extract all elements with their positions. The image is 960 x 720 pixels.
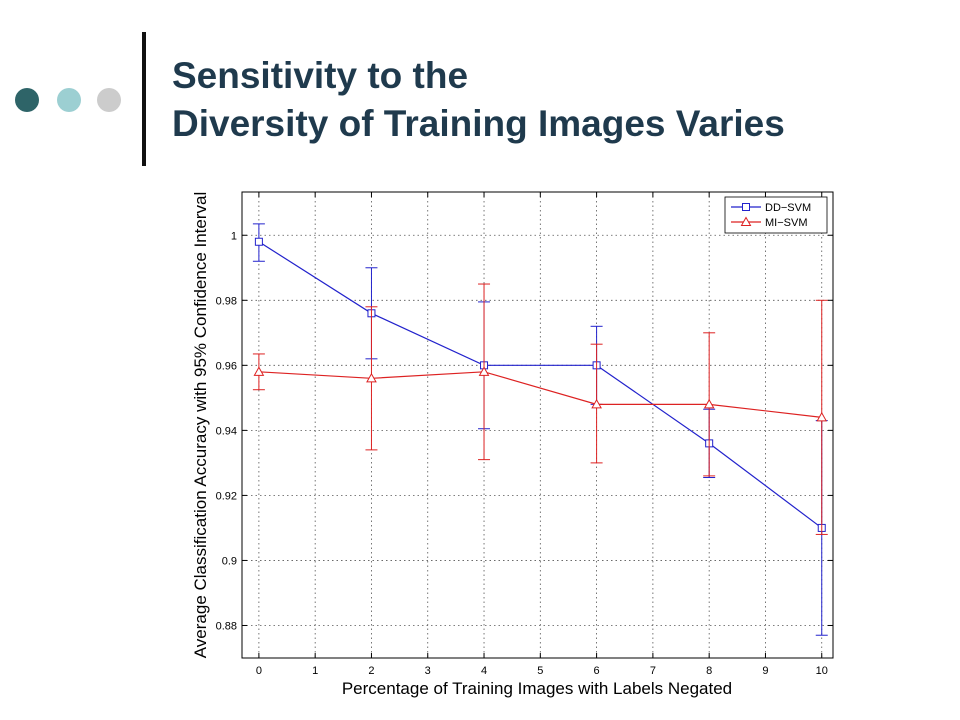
legend-marker-dd-svm bbox=[742, 203, 750, 211]
legend-label-dd-svm: DD−SVM bbox=[765, 202, 811, 214]
legend: DD−SVM MI−SVM bbox=[724, 196, 828, 234]
y-tick-label: 1 bbox=[231, 230, 237, 242]
x-tick-labels: 0 1 2 3 4 5 6 7 8 9 10 bbox=[256, 665, 828, 677]
legend-entry-mi-svm: MI−SVM bbox=[731, 216, 807, 229]
x-tick-label: 1 bbox=[312, 665, 318, 677]
y-tick-label: 0.96 bbox=[216, 360, 237, 372]
x-tick-label: 10 bbox=[816, 665, 828, 677]
plot-frame bbox=[241, 191, 834, 659]
y-tick-label: 0.98 bbox=[216, 295, 237, 307]
data-point-mi-svm bbox=[816, 411, 828, 422]
slide-title-line-1: Sensitivity to the bbox=[172, 55, 469, 96]
legend-label-mi-svm: MI−SVM bbox=[765, 217, 807, 229]
series-layer bbox=[252, 223, 828, 636]
y-tick-labels: 0.88 0.9 0.92 0.94 0.96 0.98 1 bbox=[216, 230, 237, 632]
legend-entry-dd-svm: DD−SVM bbox=[731, 202, 811, 214]
x-tick-label: 2 bbox=[368, 665, 374, 677]
x-tick-label: 6 bbox=[594, 665, 600, 677]
slide-title: Sensitivity to the Diversity of Training… bbox=[172, 52, 785, 148]
x-tick-label: 7 bbox=[650, 665, 656, 677]
bullet-dot-dark-teal bbox=[15, 88, 39, 112]
x-tick-label: 5 bbox=[537, 665, 543, 677]
data-point-mi-svm bbox=[366, 372, 377, 383]
tick-marks bbox=[242, 192, 833, 658]
y-tick-label: 0.88 bbox=[216, 620, 237, 632]
y-tick-label: 0.92 bbox=[216, 490, 237, 502]
y-axis-label: Average Classification Accuracy with 95%… bbox=[191, 192, 210, 658]
series-line-dd-svm bbox=[258, 241, 823, 529]
bullet-dot-light-teal bbox=[57, 88, 81, 112]
x-tick-label: 3 bbox=[425, 665, 431, 677]
data-point-mi-svm bbox=[478, 366, 490, 376]
data-point-mi-svm bbox=[253, 366, 265, 376]
x-tick-label: 8 bbox=[706, 665, 712, 677]
series-line-mi-svm bbox=[258, 371, 822, 418]
bullet-dot-gray bbox=[97, 88, 121, 112]
data-point-mi-svm bbox=[703, 398, 715, 409]
data-point-mi-svm bbox=[591, 398, 602, 409]
legend-marker-mi-svm bbox=[740, 216, 752, 226]
slide-title-line-2: Diversity of Training Images Varies bbox=[172, 103, 785, 144]
x-tick-label: 4 bbox=[481, 665, 487, 677]
title-divider bbox=[142, 32, 146, 166]
x-tick-label: 9 bbox=[762, 665, 768, 677]
y-tick-label: 0.94 bbox=[216, 425, 237, 437]
series-mi-svm bbox=[252, 283, 828, 535]
grid-lines bbox=[242, 192, 833, 658]
x-axis-label: Percentage of Training Images with Label… bbox=[342, 679, 732, 698]
data-point-dd-svm bbox=[254, 237, 263, 246]
y-tick-label: 0.9 bbox=[222, 555, 237, 567]
series-dd-svm bbox=[252, 223, 828, 636]
x-tick-label: 0 bbox=[256, 665, 262, 677]
